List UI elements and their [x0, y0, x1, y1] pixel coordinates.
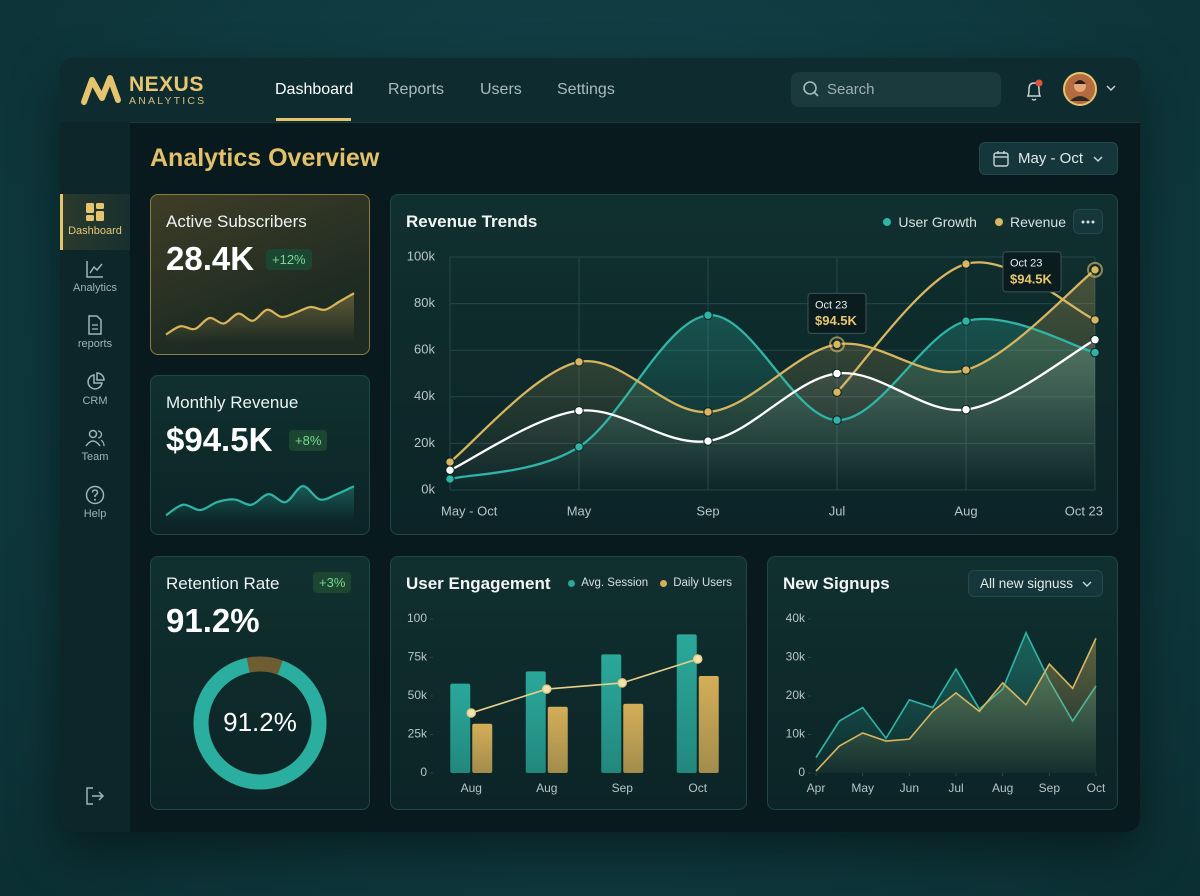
legend-swatch: [660, 579, 668, 587]
sidebar-label: reports: [77, 338, 113, 350]
card-label: Retention Rate: [166, 574, 280, 593]
filter-label: All new signuss: [980, 576, 1074, 591]
nav-item[interactable]: Settings: [557, 81, 615, 98]
legend-label: Daily Users: [673, 577, 732, 589]
help-icon: [85, 485, 105, 505]
sidebar-item[interactable]: Analytics: [60, 251, 130, 307]
change-badge: +12%: [266, 249, 312, 270]
card-label: Monthly Revenue: [166, 393, 299, 412]
chevron: [1082, 581, 1092, 587]
legend-label: Revenue: [1009, 214, 1066, 230]
nav-item[interactable]: Reports: [388, 81, 445, 98]
legend-swatch: [994, 218, 1003, 226]
engagement-card: [390, 556, 747, 810]
team-icon: [85, 429, 105, 447]
logo-icon: [81, 75, 121, 105]
sidebar-label: Help: [83, 508, 107, 520]
card-label: Active Subscribers: [166, 212, 307, 231]
brand-tagline: ANALYTICS: [129, 95, 207, 107]
sidebar-item[interactable]: CRM: [60, 364, 130, 420]
change-badge: +3%: [313, 572, 352, 593]
nav-underline: [276, 118, 351, 121]
legend-swatch: [568, 579, 576, 587]
sidebar-item[interactable]: Team: [60, 420, 130, 476]
notification-bell[interactable]: [1020, 78, 1048, 104]
crm-icon: [87, 372, 105, 390]
card-value: 28.4K: [166, 240, 255, 277]
retention-card: [150, 556, 370, 810]
card-value: 91.2%: [166, 602, 260, 639]
legend: Avg. Session Daily Users: [568, 577, 732, 589]
date-range: May - Oct: [1018, 150, 1084, 167]
reports-icon: [88, 315, 102, 335]
chevron: [1093, 155, 1103, 162]
sidebar-item[interactable]: Help: [60, 477, 130, 533]
more-button[interactable]: [1073, 209, 1103, 234]
dashboard-icon: [86, 203, 104, 221]
search-icon: [803, 81, 819, 97]
chart-title: User Engagement: [406, 574, 551, 593]
page-title: Analytics Overview: [150, 144, 380, 172]
legend-label: Avg. Session: [581, 577, 649, 589]
search-placeholder: Search: [827, 81, 875, 98]
logout-icon[interactable]: [85, 786, 105, 806]
legend-item: User Growth: [883, 214, 977, 230]
search-box[interactable]: Search: [791, 72, 1001, 107]
revenue-trends-card: [390, 194, 1118, 535]
filter-dropdown[interactable]: All new signuss: [968, 570, 1103, 597]
ellipsis-icon: [1081, 220, 1095, 223]
sidebar-item[interactable]: reports: [60, 307, 130, 363]
analytics-icon: [86, 261, 103, 278]
sidebar: Dashboard Analytics reports CRM Team Hel…: [60, 122, 130, 832]
brand-name: NEXUS: [129, 73, 204, 96]
change-badge: +8%: [289, 430, 328, 451]
sidebar-label: Dashboard: [68, 225, 122, 237]
sidebar-label: CRM: [82, 395, 108, 407]
sidebar-item[interactable]: Dashboard: [60, 194, 130, 250]
avatar[interactable]: [1062, 71, 1122, 109]
nav-item[interactable]: Dashboard: [275, 81, 354, 98]
chart-title: New Signups: [783, 574, 890, 593]
sidebar-label: Team: [81, 451, 109, 463]
date-range-button[interactable]: May - Oct: [979, 142, 1118, 175]
legend-item: Daily Users: [660, 577, 732, 589]
active-indicator: [60, 194, 63, 250]
sidebar-label: Analytics: [72, 282, 118, 294]
chart-title: Revenue Trends: [406, 212, 538, 231]
card-value: $94.5K: [166, 421, 273, 458]
legend-item: Revenue: [994, 214, 1066, 230]
legend-swatch: [883, 218, 892, 226]
legend-item: Avg. Session: [568, 577, 648, 589]
nav-item[interactable]: Users: [480, 81, 522, 98]
top-bar: NEXUS ANALYTICS Dashboard Reports Users …: [60, 58, 1140, 123]
legend: User Growth Revenue: [883, 214, 1066, 230]
calendar-icon: [993, 150, 1009, 167]
legend-label: User Growth: [898, 214, 977, 230]
